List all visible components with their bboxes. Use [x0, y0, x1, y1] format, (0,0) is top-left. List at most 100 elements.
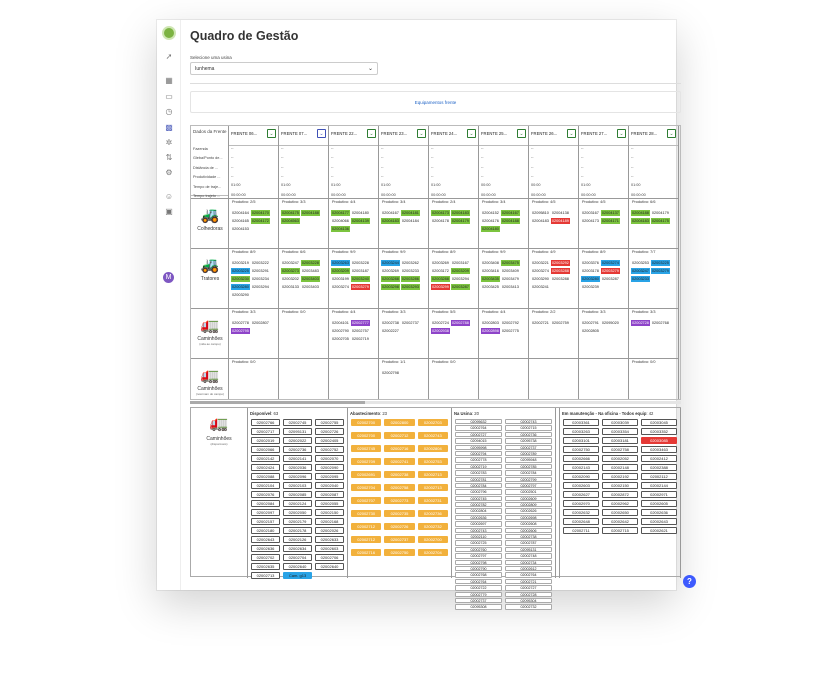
truck-chip[interactable]: 02095308 — [455, 604, 502, 610]
truck-chip[interactable]: 02002636 — [455, 514, 502, 521]
truck-chip[interactable]: 02002713 — [417, 471, 448, 478]
equipment-chip[interactable]: 02003279 — [600, 268, 620, 274]
truck-chip[interactable]: 02003045 — [641, 419, 677, 426]
truck-chip[interactable]: 02002040 — [315, 482, 344, 489]
truck-chip[interactable]: 02002112 — [641, 473, 677, 480]
equipment-chip[interactable]: 02003199 — [332, 277, 349, 281]
truck-chip[interactable]: 02002636 — [251, 545, 280, 552]
truck-chip[interactable]: 02002734 — [505, 559, 552, 565]
truck-chip[interactable]: 02002736 — [505, 431, 552, 438]
truck-chip[interactable]: 02002764 — [455, 578, 502, 585]
equipment-chip[interactable]: 02004177 — [331, 210, 350, 216]
equipment-chip[interactable]: 02004164 — [232, 211, 249, 215]
equipment-chip[interactable]: 02003274 — [600, 260, 620, 266]
truck-chip[interactable]: 02095131 — [505, 546, 552, 553]
equipment-chip[interactable]: 02002721 — [532, 321, 549, 325]
chevron-down-icon[interactable]: ⌄ — [617, 129, 626, 138]
truck-chip[interactable]: 02094015 — [455, 438, 502, 444]
equipment-chip[interactable]: 02003290 — [232, 293, 249, 297]
equipment-chip[interactable]: 02002788 — [450, 320, 470, 326]
equipment-chip[interactable]: 02002795 — [231, 328, 250, 334]
truck-chip[interactable]: 02002773 — [384, 497, 415, 504]
users-icon[interactable]: ☺ — [164, 192, 174, 201]
equipment-chip[interactable]: 02004171 — [600, 218, 620, 224]
truck-chip[interactable]: 02002727 — [505, 585, 552, 591]
equipment-chip[interactable]: 02003416 — [482, 269, 499, 273]
truck-chip[interactable]: 02002704 — [417, 549, 448, 556]
truck-chip[interactable]: 02003263 — [563, 428, 599, 435]
truck-chip[interactable]: 02095632 — [455, 419, 502, 425]
equipment-chip[interactable]: 02004175 — [650, 218, 670, 224]
truck-chip[interactable]: 02002084 — [251, 500, 280, 507]
truck-chip[interactable]: 02002783 — [455, 470, 502, 476]
equipment-chip[interactable]: 02003290 — [532, 277, 549, 281]
equipment-chip[interactable]: 02003133 — [282, 285, 299, 289]
truck-chip[interactable]: 02002609 — [505, 495, 552, 502]
truck-chip[interactable]: 02002090 — [563, 473, 599, 480]
truck-chip[interactable]: 02002750 — [563, 446, 599, 453]
truck-chip[interactable]: 02002716 — [351, 549, 382, 556]
truck-chip[interactable]: 02002732 — [417, 523, 448, 530]
truck-chip[interactable]: 02002605 — [641, 500, 677, 507]
equipment-chip[interactable]: 02003228 — [300, 260, 320, 266]
truck-chip[interactable]: 02002970 — [563, 500, 599, 507]
equipment-chip[interactable]: 02003425 — [482, 285, 499, 289]
truck-chip[interactable]: 02002800 — [384, 419, 415, 426]
equipment-chip[interactable]: 02002738 — [382, 321, 399, 325]
avatar[interactable]: M — [163, 272, 174, 283]
truck-chip[interactable]: 02002642 — [602, 518, 638, 525]
truck-chip[interactable]: 02002026 — [315, 527, 344, 534]
truck-chip[interactable]: 02002076 — [251, 491, 280, 498]
truck-chip[interactable]: 02002405 — [315, 437, 344, 444]
truck-chip[interactable]: 02002612 — [505, 565, 552, 572]
truck-chip[interactable]: 02002789 — [505, 450, 552, 457]
equipment-chip[interactable]: 02003209 — [331, 268, 350, 274]
equipment-chip[interactable]: 02003230 — [231, 276, 250, 282]
equipment-chip[interactable]: 02004173 — [582, 219, 599, 223]
truck-chip[interactable]: 02002633 — [315, 536, 344, 543]
truck-chip[interactable]: 02002608 — [505, 521, 552, 527]
truck-chip[interactable]: 02002640 — [315, 563, 344, 570]
equipment-chip[interactable]: 02003292 — [550, 260, 570, 266]
equipment-chip[interactable]: 02003178 — [582, 269, 599, 273]
equipment-chip[interactable]: 02003225 — [231, 268, 250, 274]
equipment-chip[interactable]: 02002792 — [501, 321, 519, 325]
truck-chip[interactable]: 02002050 — [283, 509, 312, 516]
truck-chip[interactable]: 02002737 — [455, 597, 502, 604]
truck-chip[interactable]: 02002090 — [315, 464, 344, 471]
equipment-chip[interactable]: 02002705 — [332, 337, 349, 341]
equipment-chip[interactable]: 02003228 — [351, 261, 369, 265]
equipment-chip[interactable]: 02004183 — [381, 218, 400, 224]
chart-icon[interactable]: ▦ — [165, 76, 173, 85]
equipment-chip[interactable]: 02004139 — [350, 218, 370, 224]
equipment-chip[interactable]: 02003209 — [450, 268, 470, 274]
equipment-chip[interactable]: 02003403 — [301, 285, 319, 289]
equipment-chip[interactable]: 02003409 — [501, 269, 519, 273]
truck-chip[interactable]: 02002715 — [602, 527, 638, 534]
equipment-chip[interactable]: 02003274 — [532, 269, 549, 273]
truck-chip[interactable]: 02002070 — [315, 455, 344, 462]
equipment-chip[interactable]: 02003187 — [351, 269, 369, 273]
equipment-chip[interactable]: 02004175 — [281, 210, 300, 216]
truck-chip[interactable]: 02002626 — [505, 508, 552, 514]
equipment-chip[interactable]: 02004178 — [432, 219, 449, 223]
truck-chip[interactable]: 02002971 — [641, 491, 677, 498]
horizontal-scrollbar[interactable] — [190, 401, 681, 404]
truck-chip[interactable]: 02002022 — [283, 437, 312, 444]
chevron-down-icon[interactable]: ⌄ — [667, 129, 676, 138]
truck-chip[interactable]: 02003352 — [641, 428, 677, 435]
truck-chip[interactable]: 02002750 — [384, 549, 415, 556]
equipment-chip[interactable]: 02003483 — [301, 269, 319, 273]
equipment-chip[interactable]: 02002938 — [431, 328, 450, 334]
truck-chip[interactable]: 02002758 — [602, 446, 638, 453]
truck-chip[interactable]: 02002713 — [251, 572, 280, 579]
truck-chip[interactable]: 02002412 — [641, 455, 677, 462]
truck-chip[interactable]: 02002650 — [602, 509, 638, 516]
equipment-chip[interactable]: 02004183 — [532, 219, 549, 223]
truck-chip[interactable]: 02002388 — [641, 464, 677, 471]
truck-chip[interactable]: 02002179 — [283, 518, 312, 525]
truck-chip[interactable]: 02002738 — [384, 471, 415, 478]
equipment-chip[interactable]: 02004170 — [250, 210, 270, 216]
truck-chip[interactable]: 02002736 — [283, 446, 312, 453]
truck-chip[interactable]: 02095131 — [283, 428, 312, 435]
